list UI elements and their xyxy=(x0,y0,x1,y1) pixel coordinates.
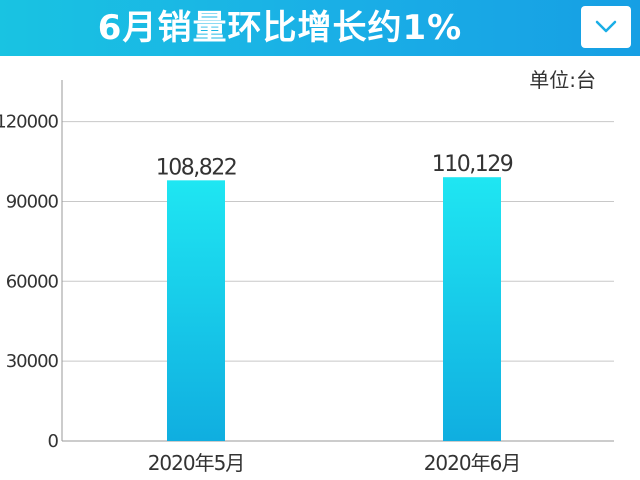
y-tick-label: 30000 xyxy=(6,351,59,372)
dropdown-button[interactable] xyxy=(581,6,631,48)
data-label: 108,822 xyxy=(156,155,236,180)
data-label: 110,129 xyxy=(432,152,513,177)
y-tick-label: 60000 xyxy=(6,271,59,292)
y-tick-label: 0 xyxy=(48,431,59,452)
y-tick-label: 90000 xyxy=(6,191,59,212)
x-tick-label: 2020年5月 xyxy=(148,451,245,475)
bar xyxy=(167,180,225,441)
unit-label: 单位:台 xyxy=(529,68,596,92)
x-tick-label: 2020年6月 xyxy=(424,451,521,475)
title-banner: 6月销量环比增长约1% xyxy=(0,0,640,56)
page-title: 6月销量环比增长约1% xyxy=(97,8,463,48)
bar xyxy=(443,177,501,442)
chevron-down-icon xyxy=(595,20,617,33)
y-tick-label: 120000 xyxy=(0,112,59,133)
